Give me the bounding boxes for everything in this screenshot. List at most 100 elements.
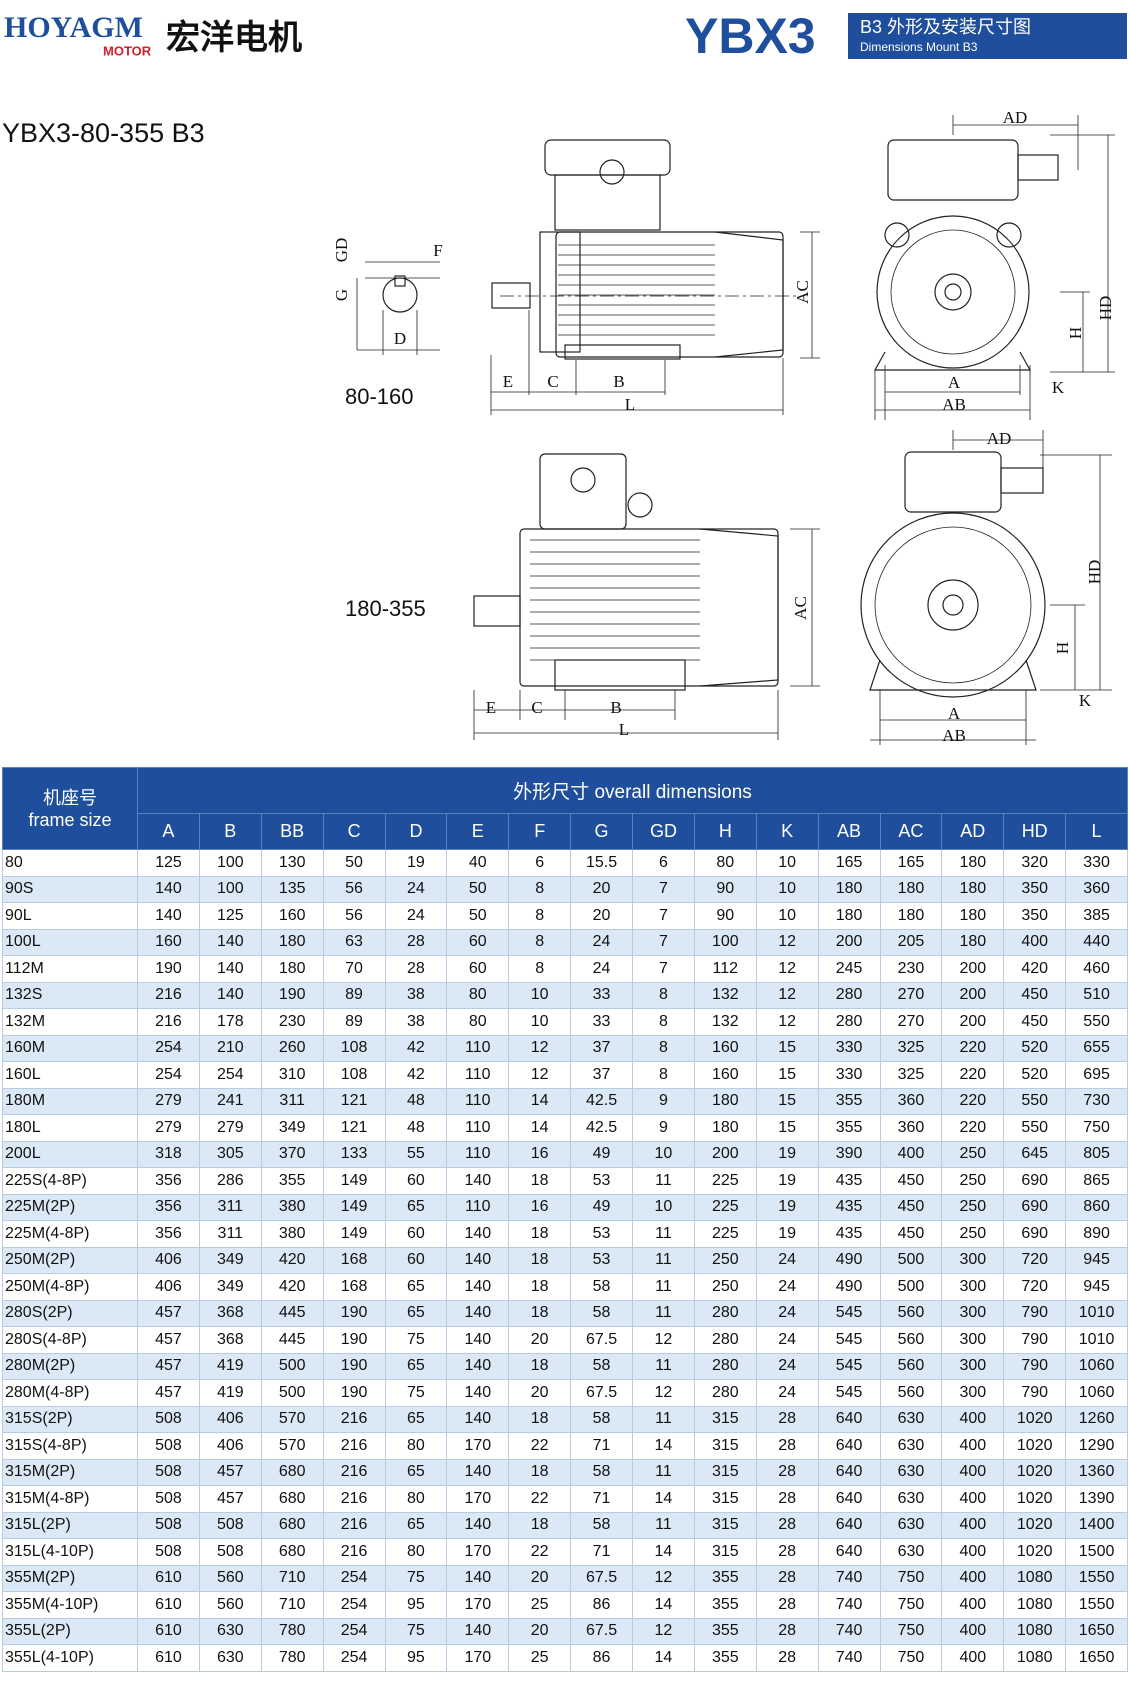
value-cell: 560 (198, 1591, 262, 1619)
value-cell: 720 (1003, 1246, 1067, 1274)
value-cell: 254 (137, 1034, 200, 1062)
value-cell: 406 (137, 1246, 200, 1274)
frame-cell: 355M(4-10P) (2, 1591, 138, 1619)
value-cell: 63 (322, 928, 386, 956)
value-cell: 53 (570, 1220, 633, 1248)
value-cell: 570 (260, 1405, 324, 1433)
value-cell: 790 (1003, 1379, 1067, 1407)
value-cell: 190 (137, 955, 200, 983)
value-cell: 20 (570, 875, 633, 903)
value-cell: 80 (446, 1008, 510, 1036)
value-cell: 220 (941, 1114, 1005, 1142)
value-cell: 10 (508, 1008, 572, 1036)
value-cell: 508 (137, 1538, 200, 1566)
value-cell: 149 (322, 1220, 386, 1248)
value-cell: 28 (755, 1564, 819, 1592)
value-cell: 690 (1003, 1167, 1067, 1195)
value-cell: 1020 (1003, 1485, 1067, 1513)
value-cell: 225 (693, 1193, 757, 1221)
value-cell: 170 (446, 1644, 510, 1672)
frame-cell: 132M (2, 1008, 138, 1036)
value-cell: 15.5 (570, 849, 633, 877)
value-cell: 230 (879, 955, 943, 983)
value-cell: 315 (693, 1405, 757, 1433)
value-cell: 180 (879, 875, 943, 903)
value-cell: 695 (1065, 1061, 1128, 1089)
value-cell: 1020 (1003, 1511, 1067, 1539)
value-cell: 750 (879, 1644, 943, 1672)
value-cell: 149 (322, 1193, 386, 1221)
value-cell: 180 (817, 902, 881, 930)
value-cell: 280 (693, 1352, 757, 1380)
value-cell: 220 (941, 1087, 1005, 1115)
dim-label: C (531, 698, 542, 717)
value-cell: 280 (693, 1299, 757, 1327)
value-cell: 18 (508, 1246, 572, 1274)
value-cell: 355 (260, 1167, 324, 1195)
value-cell: 355 (693, 1617, 757, 1645)
value-cell: 435 (817, 1193, 881, 1221)
value-cell: 250 (941, 1167, 1005, 1195)
value-cell: 790 (1003, 1352, 1067, 1380)
value-cell: 216 (322, 1511, 386, 1539)
value-cell: 420 (260, 1273, 324, 1301)
value-cell: 170 (446, 1432, 510, 1460)
value-cell: 310 (260, 1061, 324, 1089)
value-cell: 805 (1065, 1140, 1128, 1168)
value-cell: 710 (260, 1591, 324, 1619)
value-cell: 24 (755, 1352, 819, 1380)
table-row: 315L(4-10P) 508 508 680 216 80 170 22 71 14 315 28 6… (2, 1538, 1128, 1566)
value-cell: 520 (1003, 1034, 1067, 1062)
table-row: 355M(4-10P) 610 560 710 254 95 170 25 86 14 355 28 7… (2, 1591, 1128, 1619)
value-cell: 65 (384, 1405, 448, 1433)
value-cell: 100 (693, 928, 757, 956)
value-cell: 508 (137, 1405, 200, 1433)
value-cell: 28 (755, 1511, 819, 1539)
value-cell: 89 (322, 981, 386, 1009)
value-cell: 65 (384, 1458, 448, 1486)
table-row: 280M(4-8P) 457 419 500 190 75 140 20 67.5 12 280 24… (2, 1379, 1128, 1407)
value-cell: 75 (384, 1564, 448, 1592)
value-cell: 60 (384, 1167, 448, 1195)
value-cell: 1260 (1065, 1405, 1128, 1433)
value-cell: 8 (632, 1034, 695, 1062)
value-cell: 630 (879, 1511, 943, 1539)
value-cell: 140 (446, 1405, 510, 1433)
value-cell: 70 (322, 955, 386, 983)
value-cell: 570 (260, 1432, 324, 1460)
value-cell: 80 (693, 849, 757, 877)
value-cell: 140 (446, 1246, 510, 1274)
value-cell: 38 (384, 981, 448, 1009)
value-cell: 445 (260, 1299, 324, 1327)
value-cell: 216 (322, 1458, 386, 1486)
value-cell: 790 (1003, 1326, 1067, 1354)
value-cell: 1010 (1065, 1326, 1128, 1354)
value-cell: 80 (384, 1432, 448, 1460)
value-cell: 10 (755, 902, 819, 930)
value-cell: 12 (632, 1564, 695, 1592)
frame-cell: 90S (2, 875, 138, 903)
value-cell: 550 (1065, 1008, 1128, 1036)
value-cell: 53 (570, 1246, 633, 1274)
value-cell: 58 (570, 1511, 633, 1539)
value-cell: 325 (879, 1034, 943, 1062)
value-cell: 121 (322, 1087, 386, 1115)
value-cell: 630 (879, 1458, 943, 1486)
value-cell: 280 (817, 981, 881, 1009)
dim-label: B (610, 698, 621, 717)
value-cell: 180 (941, 875, 1005, 903)
value-cell: 55 (384, 1140, 448, 1168)
table-row: 250M(2P) 406 349 420 168 60 140 18 53 11 250 24 490 5… (2, 1246, 1128, 1274)
value-cell: 280 (693, 1379, 757, 1407)
value-cell: 545 (817, 1326, 881, 1354)
value-cell: 740 (817, 1591, 881, 1619)
value-cell: 140 (446, 1511, 510, 1539)
column-header: C (322, 813, 386, 850)
dim-label: L (619, 720, 629, 739)
column-header: A (137, 813, 200, 850)
dim-label: K (1079, 691, 1092, 710)
value-cell: 545 (817, 1379, 881, 1407)
value-cell: 1020 (1003, 1405, 1067, 1433)
value-cell: 8 (508, 955, 572, 983)
